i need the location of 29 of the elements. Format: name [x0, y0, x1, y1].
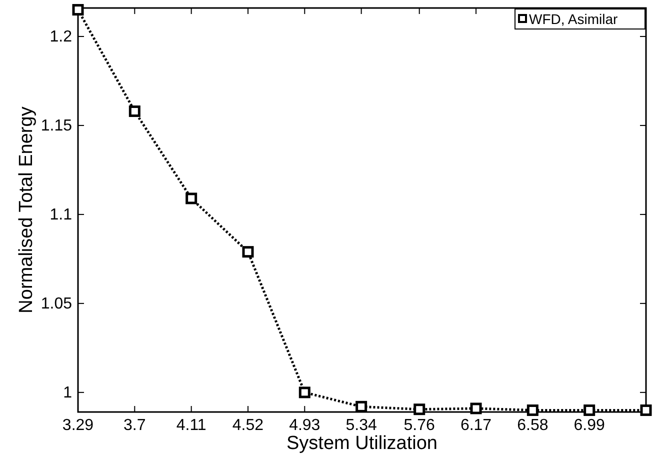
x-tick-label: 3.7 [124, 417, 146, 434]
legend-label: WFD, Asimilar [529, 11, 618, 27]
x-tick-label: 4.52 [232, 417, 264, 434]
point [584, 404, 596, 416]
y-axis-title: Normalised Total Energy [16, 106, 37, 314]
point [242, 246, 254, 258]
x-tick-label: 6.58 [517, 417, 548, 434]
point [298, 386, 310, 398]
point [128, 105, 140, 117]
point [414, 404, 426, 416]
x-tick-label: 3.29 [62, 417, 94, 434]
x-axis-title: System Utilization [286, 433, 438, 454]
point [186, 192, 198, 204]
y-tick-label: 1 [63, 384, 72, 402]
x-tick-label: 6.17 [460, 417, 492, 434]
point [72, 4, 84, 16]
point [470, 402, 482, 414]
point [356, 400, 368, 412]
x-tick-label: 4.93 [289, 417, 320, 434]
y-tick-label: 1.15 [40, 117, 72, 134]
y-tick-label: 1.1 [50, 206, 72, 224]
x-tick-label: 6.99 [574, 417, 606, 434]
x-tick-label: 5.34 [346, 417, 377, 434]
x-tick-label: 5.76 [404, 417, 436, 434]
y-tick-label: 1.05 [40, 295, 72, 312]
y-tick-label: 1.2 [50, 28, 72, 46]
point [526, 404, 538, 416]
point [640, 404, 652, 416]
x-tick-label: 4.11 [176, 417, 206, 434]
